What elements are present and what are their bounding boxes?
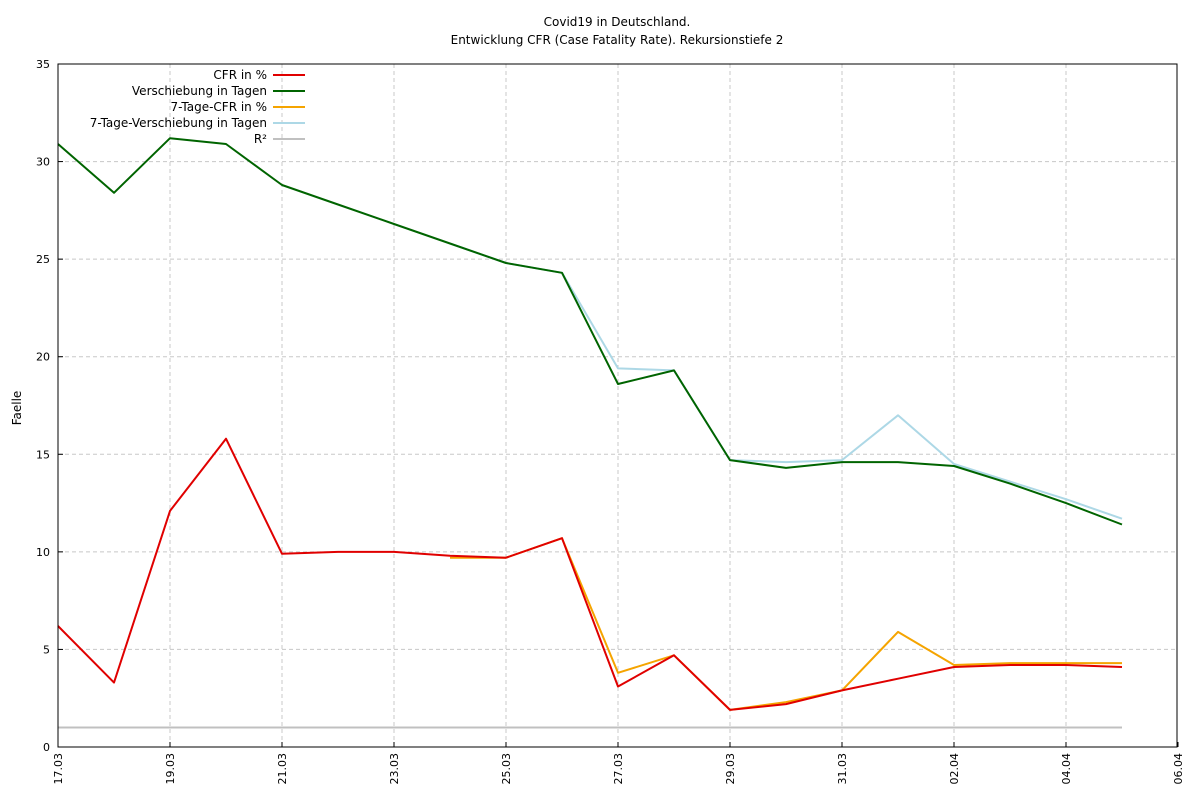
legend-entry: 7-Tage-CFR in %: [171, 100, 305, 114]
y-tick-labels: 0 5 10 15 20 25 30 35: [36, 58, 50, 754]
y-tick-label: 35: [36, 58, 50, 71]
x-tick-label: 27.03: [612, 753, 625, 785]
legend-label: 7-Tage-CFR in %: [171, 100, 267, 114]
legend-entry: 7-Tage-Verschiebung in Tagen: [90, 116, 305, 130]
x-tick-label: 31.03: [836, 753, 849, 785]
x-tick-label: 25.03: [500, 753, 513, 785]
x-tick-label: 29.03: [724, 753, 737, 785]
legend-label: 7-Tage-Verschiebung in Tagen: [90, 116, 267, 130]
legend-label: CFR in %: [213, 68, 267, 82]
x-tick-label: 21.03: [276, 753, 289, 785]
x-tick-label: 02.04: [948, 753, 961, 785]
y-axis-label: Faelle: [10, 391, 24, 426]
y-tick-label: 0: [43, 741, 50, 754]
grid-layer: [57, 63, 1179, 748]
legend-entry: Verschiebung in Tagen: [132, 84, 305, 98]
series-line-1: [57, 137, 1123, 526]
legend: CFR in % Verschiebung in Tagen 7-Tage-CFR …: [90, 68, 305, 146]
legend-label: Verschiebung in Tagen: [132, 84, 267, 98]
y-tick-label: 15: [36, 448, 50, 461]
x-tick-labels: 17.03 19.03 21.03 23.03 25.03 27.03 29.03 31.03…: [52, 753, 1185, 785]
chart-title: Covid19 in Deutschland.: [544, 15, 691, 29]
legend-label: R²: [254, 132, 267, 146]
y-tick-label: 5: [43, 643, 50, 656]
x-tick-label: 06.04: [1172, 753, 1185, 785]
y-tick-label: 25: [36, 253, 50, 266]
y-tick-label: 20: [36, 351, 50, 364]
x-tick-label: 19.03: [164, 753, 177, 785]
x-tick-label: 04.04: [1060, 753, 1073, 785]
chart-subtitle: Entwicklung CFR (Case Fatality Rate). Re…: [451, 33, 784, 47]
legend-entry: R²: [254, 132, 305, 146]
x-tick-label: 17.03: [52, 753, 65, 785]
series-line-0: [57, 437, 1123, 711]
plot-frame: [57, 63, 1178, 748]
y-tick-label: 10: [36, 546, 50, 559]
series-layer: [57, 137, 1123, 729]
x-tick-label: 23.03: [388, 753, 401, 785]
y-tick-label: 30: [36, 156, 50, 169]
legend-entry: CFR in %: [213, 68, 305, 82]
